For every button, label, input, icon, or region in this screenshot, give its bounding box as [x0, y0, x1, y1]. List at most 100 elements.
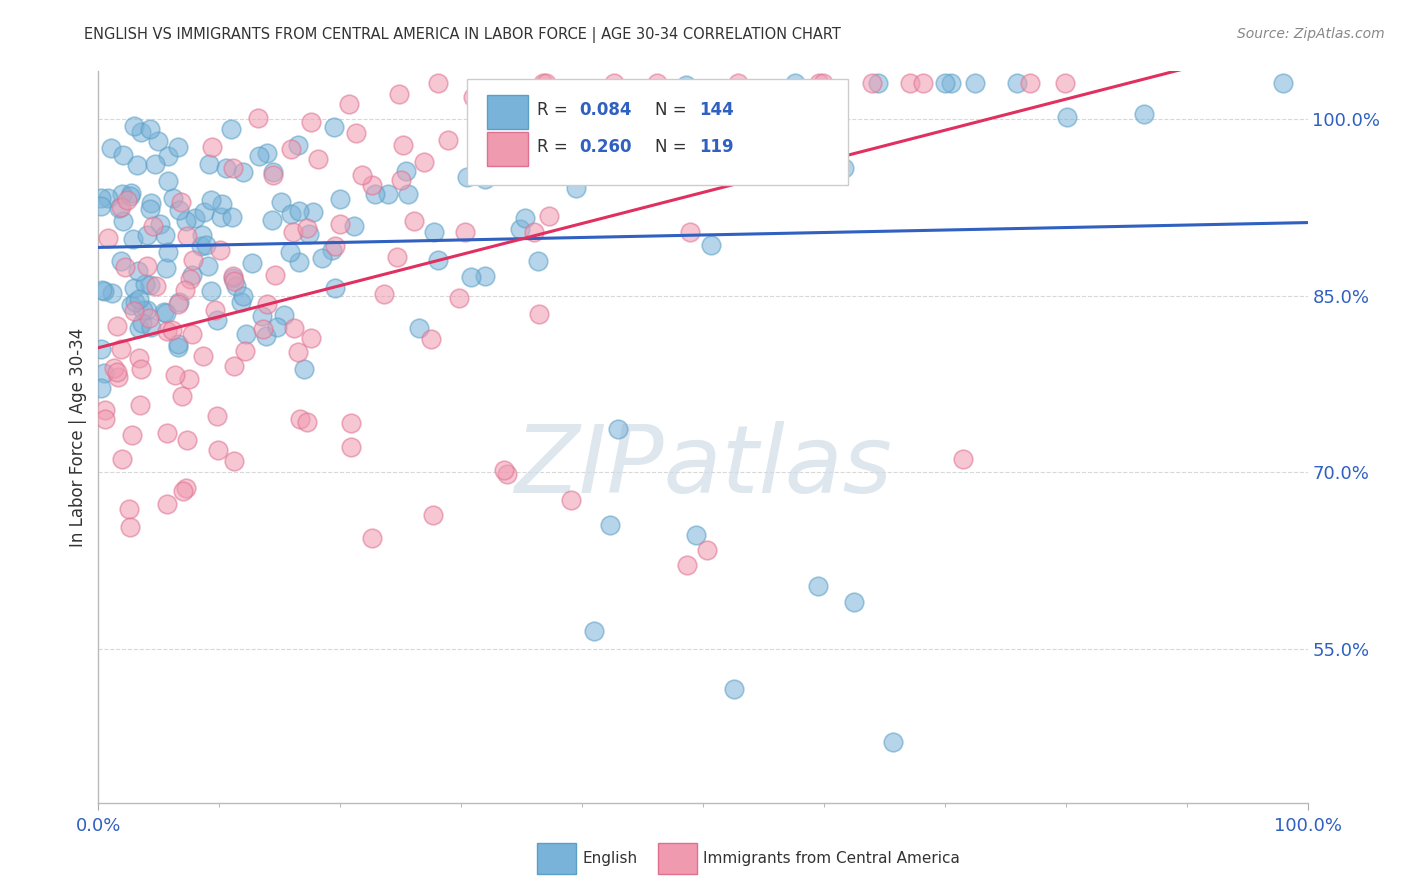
Point [709, 158, 731, 172]
Point [127, 264, 149, 278]
Point [129, 125, 152, 139]
Point [111, 213, 134, 227]
Point [529, 307, 551, 321]
Point [377, 187, 399, 202]
Point [170, 195, 193, 210]
Point [163, 368, 186, 382]
Point [209, 210, 232, 224]
Point [373, 287, 395, 301]
Point [262, 165, 284, 179]
Point [321, 244, 343, 258]
Point [114, 260, 136, 275]
Point [138, 311, 160, 326]
Point [167, 341, 190, 355]
Text: 0.084: 0.084 [579, 101, 633, 120]
Point [796, 128, 818, 142]
Point [153, 228, 176, 243]
Point [166, 297, 188, 311]
Point [484, 142, 506, 156]
Point [813, 76, 835, 90]
Point [675, 78, 697, 92]
Point [474, 172, 496, 186]
Point [156, 496, 179, 510]
Point [90, 283, 112, 297]
Point [295, 415, 318, 429]
Point [97, 191, 120, 205]
Point [939, 76, 962, 90]
Point [607, 422, 630, 436]
Point [207, 443, 229, 458]
Point [1019, 76, 1042, 90]
Point [395, 164, 418, 178]
Point [280, 142, 302, 156]
Point [252, 322, 274, 336]
Point [298, 227, 321, 241]
Point [343, 219, 366, 233]
Point [145, 279, 167, 293]
Point [360, 178, 382, 192]
Text: R =: R = [537, 101, 574, 120]
Point [235, 326, 257, 341]
Point [233, 343, 256, 358]
Point [287, 255, 309, 269]
Point [408, 320, 430, 334]
Point [193, 204, 215, 219]
Point [565, 181, 588, 195]
Point [1133, 107, 1156, 121]
Point [128, 351, 150, 365]
Point [131, 362, 153, 376]
Point [190, 228, 212, 243]
Point [229, 294, 252, 309]
Point [198, 157, 221, 171]
Point [219, 122, 242, 136]
Point [208, 243, 231, 257]
Point [256, 146, 278, 161]
Point [97, 230, 120, 244]
Point [337, 97, 360, 112]
Point [221, 210, 243, 224]
Text: 119: 119 [699, 137, 734, 156]
Point [700, 238, 723, 252]
Point [183, 211, 205, 226]
Point [254, 328, 277, 343]
Point [952, 451, 974, 466]
Point [536, 76, 558, 90]
Point [934, 76, 956, 90]
Point [132, 302, 155, 317]
Point [340, 416, 363, 430]
Point [963, 76, 986, 90]
Point [224, 274, 246, 288]
FancyBboxPatch shape [486, 95, 527, 129]
Point [437, 133, 460, 147]
FancyBboxPatch shape [537, 843, 576, 874]
Point [136, 259, 159, 273]
Point [461, 89, 484, 103]
Point [172, 483, 194, 498]
Point [222, 454, 245, 468]
Point [124, 120, 146, 134]
Point [426, 252, 449, 267]
Point [290, 411, 312, 425]
Point [329, 217, 352, 231]
Point [387, 87, 409, 102]
Point [866, 76, 889, 90]
Point [148, 135, 170, 149]
Text: N =: N = [655, 101, 692, 120]
Text: Source: ZipAtlas.com: Source: ZipAtlas.com [1237, 27, 1385, 41]
Point [156, 149, 179, 163]
Point [426, 76, 449, 90]
Point [299, 331, 322, 345]
Point [250, 309, 273, 323]
Point [523, 225, 546, 239]
Point [721, 128, 744, 143]
Point [118, 188, 141, 202]
Point [200, 193, 222, 207]
Point [900, 76, 922, 90]
Point [389, 173, 412, 187]
Point [763, 125, 786, 139]
Point [834, 161, 856, 175]
Point [544, 146, 567, 161]
Text: R =: R = [537, 137, 574, 156]
Point [120, 298, 142, 312]
Point [657, 168, 679, 182]
